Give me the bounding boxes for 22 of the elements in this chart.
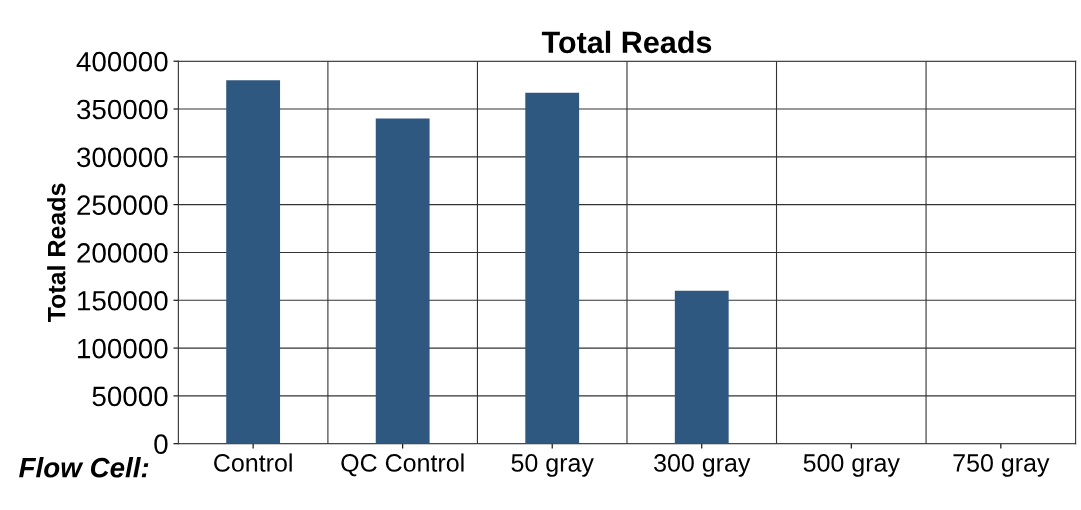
x-tick-label: 750 gray xyxy=(953,454,1050,477)
x-tick-label: QC Control xyxy=(341,453,464,477)
x-axis-title: Flow Cell: xyxy=(19,457,149,478)
bar xyxy=(674,290,729,444)
x-tick-label: Control xyxy=(214,453,292,472)
chart-title: Total Reads xyxy=(541,30,712,54)
y-tick-label: 50000 xyxy=(92,386,168,407)
y-axis-title: Total Reads xyxy=(47,183,66,323)
y-tick-label: 0 xyxy=(154,434,168,455)
bar xyxy=(525,92,580,444)
bar xyxy=(226,80,281,444)
x-tick-label: 50 gray xyxy=(511,454,594,477)
y-tick-label: 100000 xyxy=(78,338,168,359)
y-tick-label: 400000 xyxy=(76,51,168,72)
bar xyxy=(375,118,430,444)
y-tick-label: 300000 xyxy=(77,147,168,168)
x-tick-label: 300 gray xyxy=(654,454,751,477)
y-tick-label: 200000 xyxy=(77,243,168,263)
y-tick-label: 250000 xyxy=(77,195,168,215)
x-tick-label: 500 gray xyxy=(803,454,900,477)
y-tick-label: 350000 xyxy=(77,99,168,120)
y-tick-label: 150000 xyxy=(78,290,168,311)
